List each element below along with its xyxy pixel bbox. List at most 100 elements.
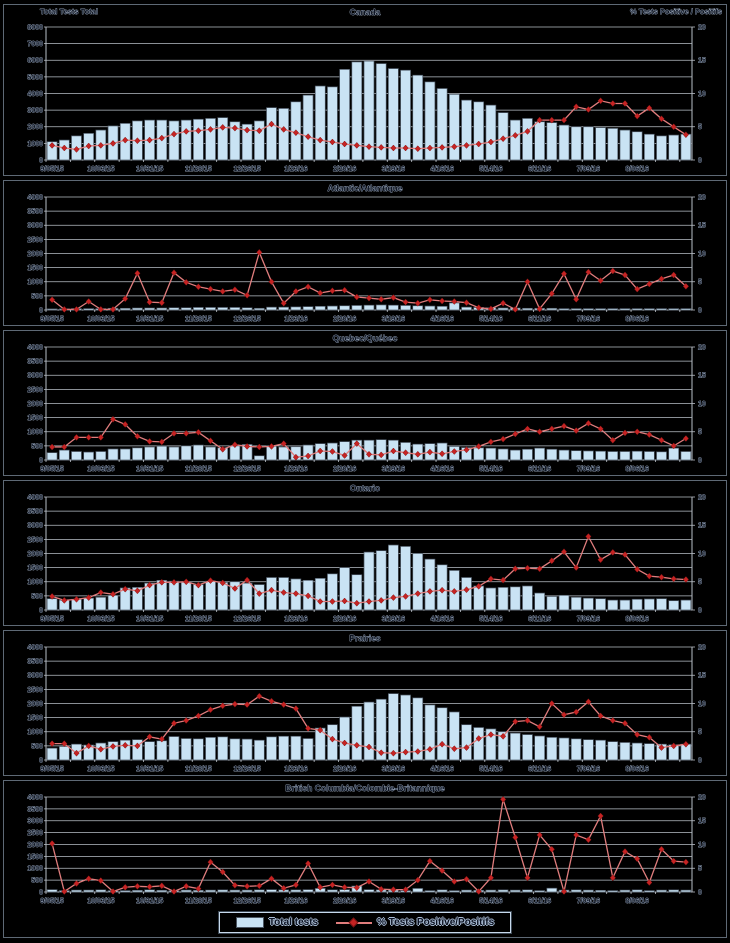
- svg-text:8/06/16: 8/06/16: [625, 166, 648, 173]
- svg-text:8/06/16: 8/06/16: [625, 466, 648, 473]
- svg-text:1500: 1500: [27, 265, 43, 272]
- svg-text:9/05/15: 9/05/15: [40, 616, 63, 623]
- svg-text:5: 5: [698, 279, 702, 286]
- x-axis-ticks: [45, 760, 681, 762]
- svg-text:10/03/15: 10/03/15: [87, 766, 114, 773]
- svg-text:11/28/15: 11/28/15: [185, 898, 212, 905]
- chart-panel-ontario: 0 500 1000 1500 2000 2500 3000 3500 4000 0 5 10 15 20…: [3, 480, 727, 626]
- svg-text:10/03/15: 10/03/15: [87, 166, 114, 173]
- svg-text:8/06/16: 8/06/16: [625, 898, 648, 905]
- svg-text:5000: 5000: [27, 74, 43, 81]
- chart-title: Quebec/Québec: [333, 333, 398, 343]
- svg-text:5: 5: [698, 866, 702, 873]
- svg-text:1500: 1500: [27, 715, 43, 722]
- svg-text:10/31/15: 10/31/15: [136, 616, 163, 623]
- svg-text:10/31/15: 10/31/15: [136, 466, 163, 473]
- x-axis-ticks: [45, 892, 681, 894]
- svg-text:2/20/16: 2/20/16: [333, 466, 356, 473]
- svg-text:4/16/16: 4/16/16: [430, 466, 453, 473]
- svg-text:500: 500: [31, 443, 43, 450]
- gridlines: [46, 496, 692, 597]
- svg-text:6/11/16: 6/11/16: [528, 466, 551, 473]
- svg-text:5/14/16: 5/14/16: [479, 898, 502, 905]
- svg-text:3000: 3000: [27, 818, 43, 825]
- svg-text:0: 0: [39, 307, 43, 314]
- svg-text:10: 10: [698, 401, 706, 408]
- svg-text:11/28/15: 11/28/15: [185, 616, 212, 623]
- left-axis-title: Total Tests Total: [40, 7, 98, 16]
- chart-title: Canada: [350, 7, 381, 17]
- svg-text:0: 0: [698, 157, 702, 164]
- svg-text:4000: 4000: [27, 644, 43, 651]
- svg-text:4000: 4000: [27, 344, 43, 351]
- svg-text:9/05/15: 9/05/15: [40, 166, 63, 173]
- svg-text:12/26/15: 12/26/15: [233, 466, 260, 473]
- svg-text:4000: 4000: [27, 494, 43, 501]
- svg-text:500: 500: [31, 593, 43, 600]
- svg-text:1000: 1000: [27, 729, 43, 736]
- svg-text:0: 0: [698, 757, 702, 764]
- svg-text:0: 0: [698, 457, 702, 464]
- svg-text:0: 0: [698, 307, 702, 314]
- percent-positive-line: [49, 533, 689, 607]
- svg-text:2/20/16: 2/20/16: [333, 898, 356, 905]
- svg-text:10: 10: [698, 701, 706, 708]
- svg-text:0: 0: [698, 889, 702, 896]
- right-axis-title: % Tests Positive / Positifs: [630, 7, 722, 16]
- svg-text:3000: 3000: [27, 373, 43, 380]
- svg-text:10/31/15: 10/31/15: [136, 766, 163, 773]
- chart-panel-atlantic: 0 500 1000 1500 2000 2500 3000 3500 4000 0 5 10 15 20…: [3, 180, 727, 326]
- svg-text:11/28/15: 11/28/15: [185, 466, 212, 473]
- y-axis-left-labels: 0 1000 2000 3000 4000 5000 6000 7000 8000: [27, 24, 46, 165]
- svg-text:10: 10: [698, 91, 706, 98]
- svg-text:5: 5: [698, 579, 702, 586]
- british-columbia-chart: 0 500 1000 1500 2000 2500 3000 3500 4000 0 5 10 15 20…: [27, 783, 706, 906]
- x-axis-labels: 9/05/15 10/03/15 10/31/15 11/28/15 12/26/15 1…: [40, 616, 649, 624]
- svg-text:3000: 3000: [27, 673, 43, 680]
- svg-text:1/23/16: 1/23/16: [284, 898, 307, 905]
- svg-text:1/23/16: 1/23/16: [284, 466, 307, 473]
- svg-text:10: 10: [698, 842, 706, 849]
- gridlines: [46, 346, 692, 447]
- svg-text:10/03/15: 10/03/15: [87, 466, 114, 473]
- chart-title: Atlantic/Atlantique: [327, 183, 402, 193]
- svg-text:12/26/15: 12/26/15: [233, 766, 260, 773]
- svg-text:20: 20: [698, 24, 706, 31]
- svg-text:15: 15: [698, 223, 706, 230]
- svg-text:2/20/16: 2/20/16: [333, 616, 356, 623]
- svg-text:9/05/15: 9/05/15: [40, 898, 63, 905]
- percent-positive-line: [49, 249, 689, 313]
- svg-text:1/23/16: 1/23/16: [284, 766, 307, 773]
- svg-text:1000: 1000: [27, 866, 43, 873]
- svg-text:12/26/15: 12/26/15: [233, 616, 260, 623]
- x-axis-ticks: [45, 160, 681, 162]
- legend-total-tests-label: Total tests: [268, 916, 319, 928]
- y-axis-left-labels: 0 500 1000 1500 2000 2500 3000 3500 4000: [27, 644, 46, 765]
- canada-chart: 0 1000 2000 3000 4000 5000 6000 7000 8000 0 5 10 15 2…: [27, 7, 722, 174]
- svg-text:20: 20: [698, 494, 706, 501]
- x-axis-labels: 9/05/15 10/03/15 10/31/15 11/28/15 12/26/15 1…: [40, 316, 649, 324]
- percent-positive-line: [49, 692, 689, 757]
- chart-panel-prairies: 0 500 1000 1500 2000 2500 3000 3500 4000 0 5 10 15 20…: [3, 630, 727, 776]
- total-tests-bars: [46, 693, 692, 761]
- legend: Total tests % Tests Positive/Positifs: [218, 911, 512, 933]
- svg-text:5: 5: [698, 729, 702, 736]
- svg-text:5: 5: [698, 429, 702, 436]
- total-tests-bars: [46, 302, 692, 311]
- svg-text:1500: 1500: [27, 854, 43, 861]
- svg-text:1/23/16: 1/23/16: [284, 166, 307, 173]
- chart-title: Ontario: [350, 483, 380, 493]
- percent-positive-swatch-icon: [336, 917, 373, 927]
- svg-text:1000: 1000: [27, 279, 43, 286]
- svg-text:10: 10: [698, 551, 706, 558]
- svg-text:2/20/16: 2/20/16: [333, 166, 356, 173]
- svg-text:0: 0: [39, 607, 43, 614]
- total-tests-bars: [46, 544, 692, 611]
- svg-text:4/16/16: 4/16/16: [430, 166, 453, 173]
- svg-text:3500: 3500: [27, 659, 43, 666]
- chart-panel-british-columbia: 0 500 1000 1500 2000 2500 3000 3500 4000 0 5 10 15 20…: [3, 780, 727, 938]
- svg-text:1500: 1500: [27, 565, 43, 572]
- ontario-chart: 0 500 1000 1500 2000 2500 3000 3500 4000 0 5 10 15 20…: [27, 483, 706, 624]
- svg-text:7/09/16: 7/09/16: [577, 898, 600, 905]
- svg-text:3/19/16: 3/19/16: [382, 466, 405, 473]
